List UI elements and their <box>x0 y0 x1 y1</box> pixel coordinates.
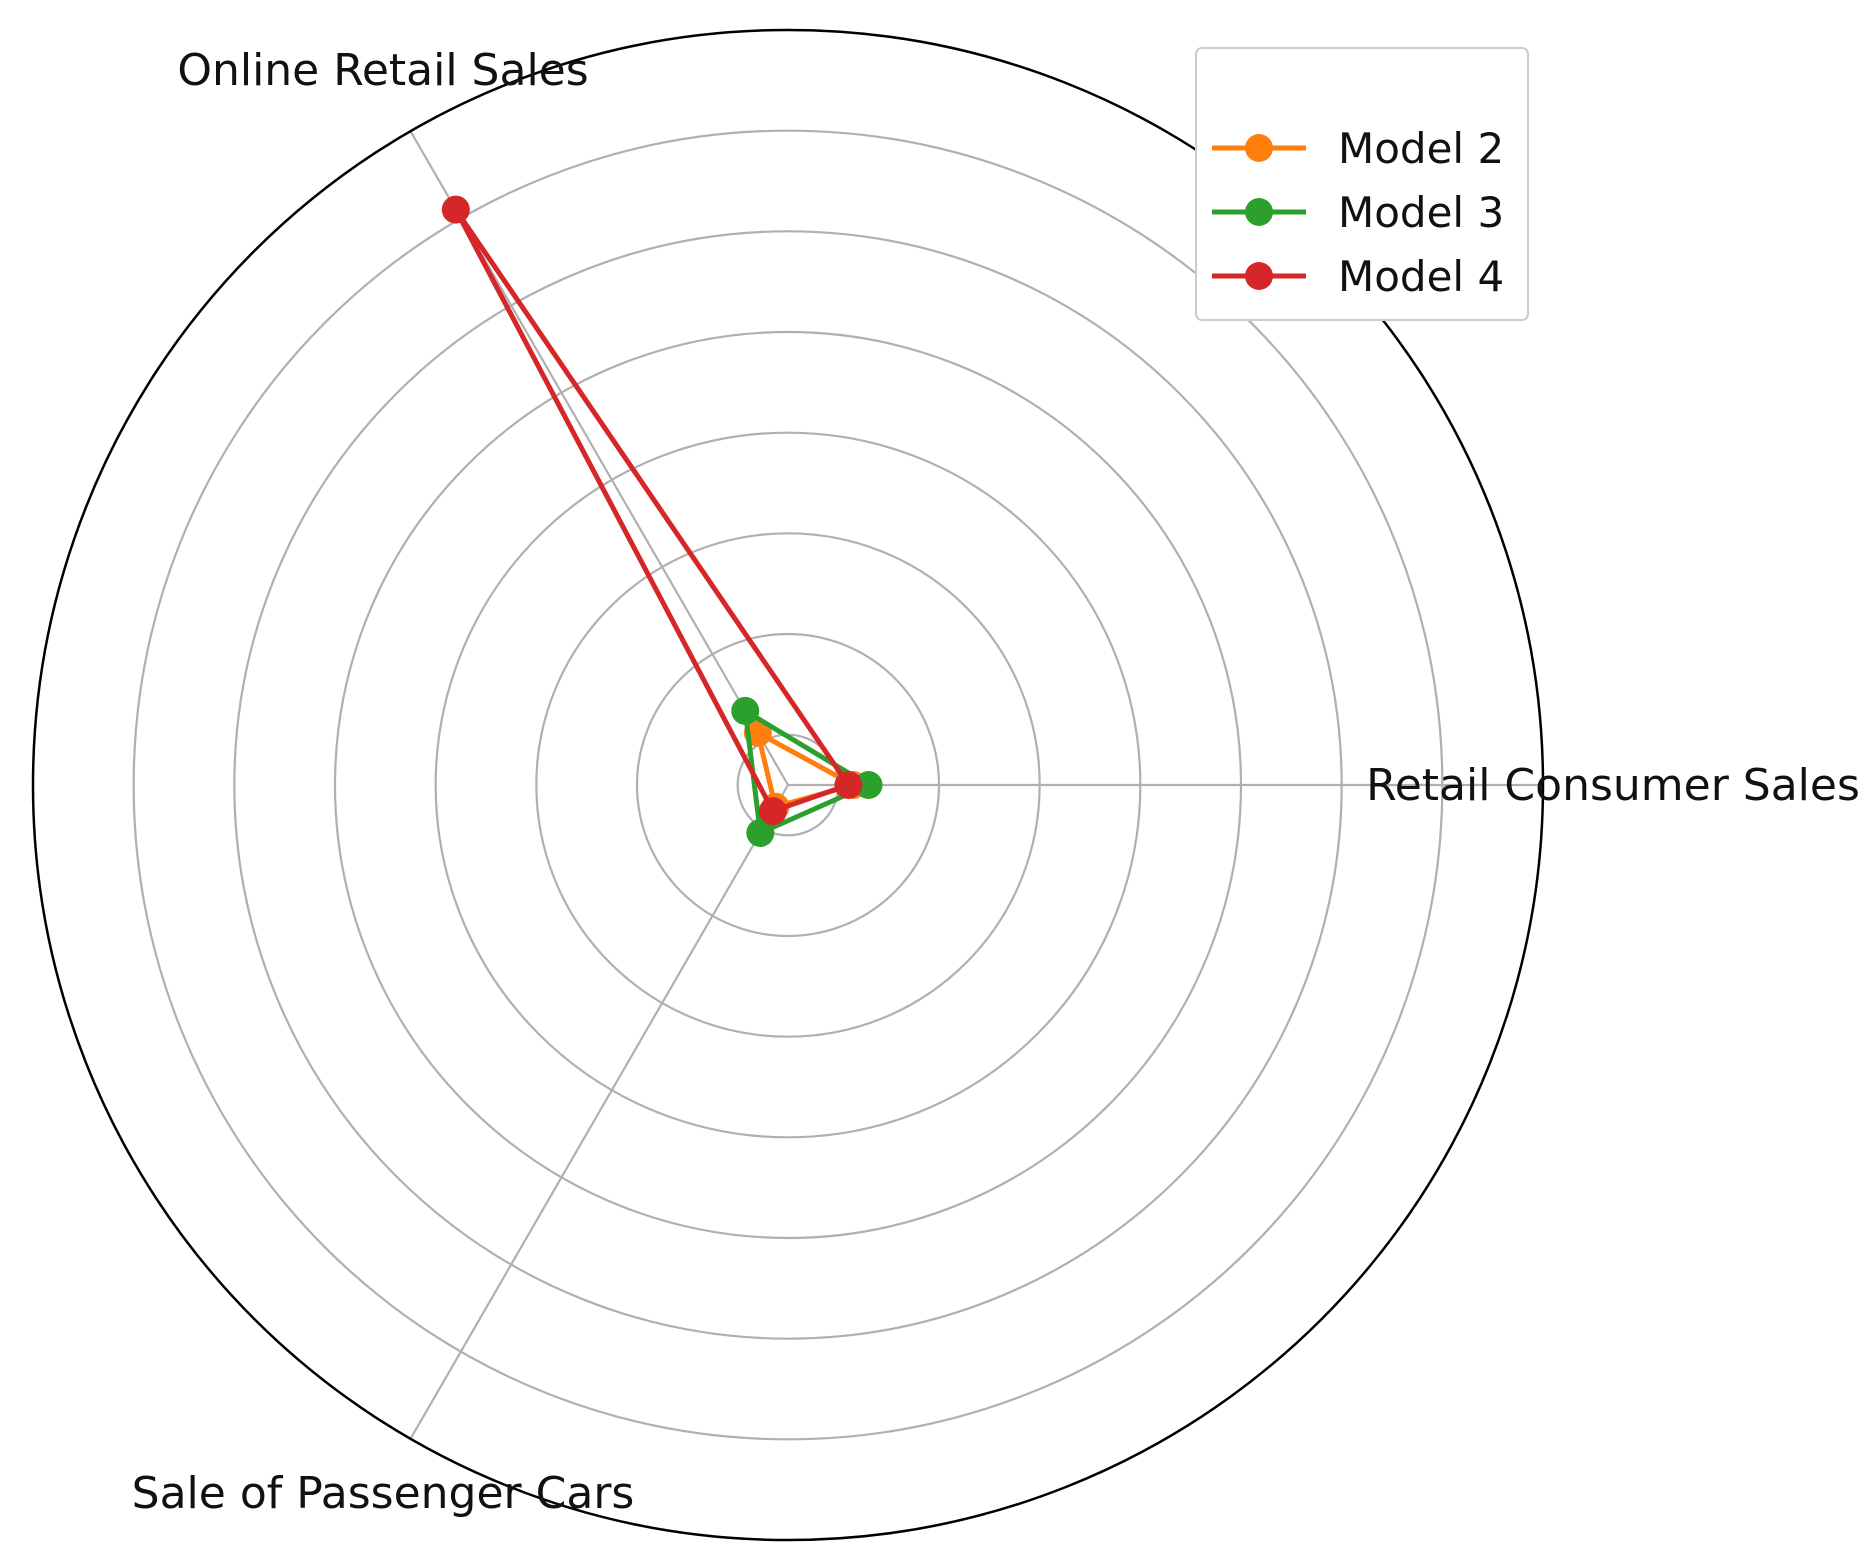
legend-entry-model-2: Model 2 <box>1212 124 1504 173</box>
data-point-2 <box>441 195 470 224</box>
series-layer <box>441 195 883 847</box>
axis-label-retail-consumer-sales: Retail Consumer Sales <box>1366 760 1860 811</box>
legend-marker <box>1245 262 1273 290</box>
axis-labels: Retail Consumer Sales Online Retail Sale… <box>132 45 1860 1519</box>
legend-label: Model 2 <box>1338 124 1504 173</box>
data-point-3 <box>758 797 787 826</box>
legend-label: Model 4 <box>1338 252 1504 301</box>
axis-label-online-retail-sales: Online Retail Sales <box>177 45 588 96</box>
series-line <box>453 207 851 814</box>
legend-marker <box>1245 134 1273 162</box>
data-point-1 <box>854 771 883 799</box>
legend: Model 2 Model 3 Model 4 <box>1195 47 1529 321</box>
legend-box <box>1195 47 1529 321</box>
data-point-2 <box>731 696 760 725</box>
series-model-4 <box>441 195 863 826</box>
legend-entries: Model 2 Model 3 Model 4 <box>1212 124 1504 301</box>
legend-marker <box>1245 198 1273 226</box>
legend-entry-model-4: Model 4 <box>1212 252 1504 301</box>
data-point-3 <box>746 818 775 847</box>
spoke-3 <box>409 784 789 1440</box>
polar-frame <box>31 28 1545 1542</box>
legend-entry-model-3: Model 3 <box>1212 188 1504 237</box>
data-point-1 <box>834 771 863 799</box>
axis-label-sale-of-passenger-cars: Sale of Passenger Cars <box>132 1468 635 1519</box>
legend-label: Model 3 <box>1338 188 1504 237</box>
